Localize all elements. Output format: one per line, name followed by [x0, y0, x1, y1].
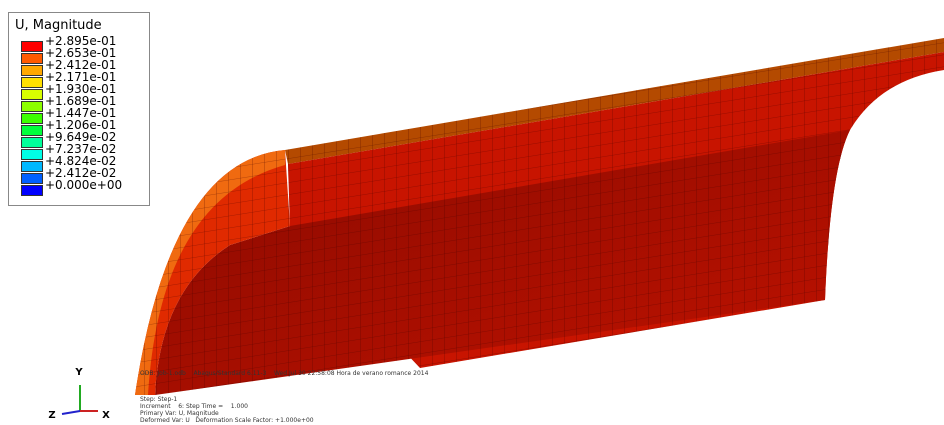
- info-line: ODB: Job-1.odb Abaqus/Standard 6.11-3 We…: [140, 370, 428, 377]
- triad-label: X: [102, 410, 110, 421]
- legend-swatch: [21, 41, 43, 52]
- page: Y Z X U, Magnitude +2.895e-01+2.653e-01+…: [0, 0, 944, 425]
- legend-swatch: [21, 77, 43, 88]
- legend-swatch: [21, 125, 43, 136]
- legend-swatch: [21, 53, 43, 64]
- legend-swatch: [21, 113, 43, 124]
- legend-swatch: [21, 137, 43, 148]
- legend: U, Magnitude +2.895e-01+2.653e-01+2.412e…: [8, 12, 150, 206]
- legend-swatch: [21, 89, 43, 100]
- info-line: Deformed Var: U Deformation Scale Factor…: [140, 417, 314, 424]
- info-line: Increment 6: Step Time = 1.000: [140, 403, 314, 410]
- legend-swatch: [21, 149, 43, 160]
- triad-label: Y: [74, 367, 83, 378]
- legend-swatch: [21, 65, 43, 76]
- legend-swatch: [21, 185, 43, 196]
- info-line: Primary Var: U, Magnitude: [140, 410, 314, 417]
- legend-title: U, Magnitude: [15, 18, 102, 33]
- legend-swatch: [21, 101, 43, 112]
- info-top: ODB: Job-1.odb Abaqus/Standard 6.11-3 We…: [140, 370, 428, 377]
- triad-label: Z: [48, 410, 55, 421]
- triad-z: [62, 411, 80, 414]
- legend-label: +0.000e+00: [45, 179, 122, 191]
- legend-swatch: [21, 173, 43, 184]
- info-line: Step: Step-1: [140, 396, 314, 403]
- legend-swatch: [21, 161, 43, 172]
